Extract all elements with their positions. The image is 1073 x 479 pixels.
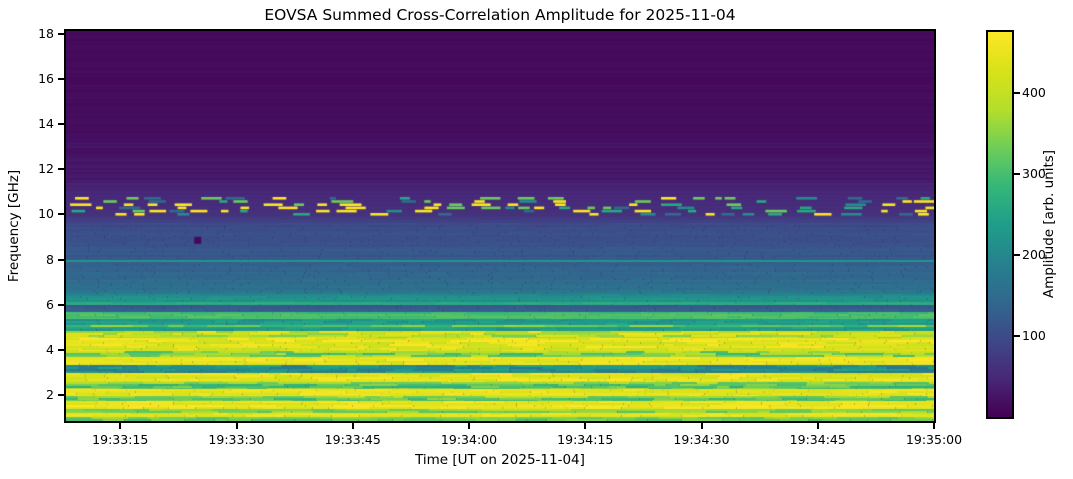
x-tick-mark (816, 421, 819, 429)
x-tick-label: 19:33:45 (324, 432, 381, 447)
colorbar-tick-mark (1014, 253, 1020, 256)
y-tick-label: 4 (46, 341, 54, 357)
y-tick-mark (58, 258, 66, 261)
y-tick-label: 16 (38, 70, 54, 86)
y-tick-mark (58, 123, 66, 126)
x-tick-mark (119, 421, 122, 429)
plot-frame (64, 29, 936, 423)
y-tick-mark (58, 168, 66, 171)
x-tick-mark (235, 421, 238, 429)
x-tick-label: 19:33:30 (208, 432, 265, 447)
y-tick-label: 6 (46, 296, 54, 312)
y-tick-label: 12 (38, 161, 54, 177)
x-tick-label: 19:34:30 (673, 432, 730, 447)
y-tick-label: 14 (38, 116, 54, 132)
x-tick-label: 19:34:15 (557, 432, 614, 447)
x-tick-label: 19:33:15 (92, 432, 149, 447)
x-tick-label: 19:35:00 (905, 432, 963, 447)
colorbar-tick-label: 400 (1022, 84, 1046, 100)
colorbar-tick-label: 300 (1022, 165, 1046, 181)
colorbar-tick-mark (1014, 334, 1020, 337)
y-tick-mark (58, 348, 66, 351)
y-tick-label: 18 (38, 25, 54, 41)
colorbar-tick-label: 200 (1022, 246, 1046, 262)
colorbar-gradient (988, 32, 1012, 417)
y-tick-mark (58, 32, 66, 35)
y-tick-label: 8 (46, 251, 54, 267)
x-tick-mark (700, 421, 703, 429)
colorbar-tick-mark (1014, 91, 1020, 94)
x-tick-mark (351, 421, 354, 429)
colorbar-label: Amplitude [arb. units] (1041, 149, 1057, 299)
spectrogram-heatmap (66, 31, 934, 421)
chart-title: EOVSA Summed Cross-Correlation Amplitude… (264, 6, 736, 24)
y-tick-mark (58, 213, 66, 216)
x-axis-label: Time [UT on 2025-11-04] (415, 452, 585, 468)
x-tick-mark (584, 421, 587, 429)
x-tick-mark (933, 421, 935, 429)
colorbar-frame (986, 30, 1014, 419)
x-tick-mark (468, 421, 470, 429)
colorbar-tick-label: 100 (1022, 327, 1046, 343)
y-tick-label: 10 (38, 206, 54, 222)
x-tick-label: 19:34:45 (789, 432, 846, 447)
colorbar-tick-mark (1014, 172, 1020, 175)
y-tick-label: 2 (46, 387, 54, 403)
y-tick-mark (58, 394, 66, 397)
y-tick-mark (58, 303, 66, 306)
y-tick-mark (58, 77, 66, 80)
x-tick-label: 19:34:00 (440, 432, 498, 447)
